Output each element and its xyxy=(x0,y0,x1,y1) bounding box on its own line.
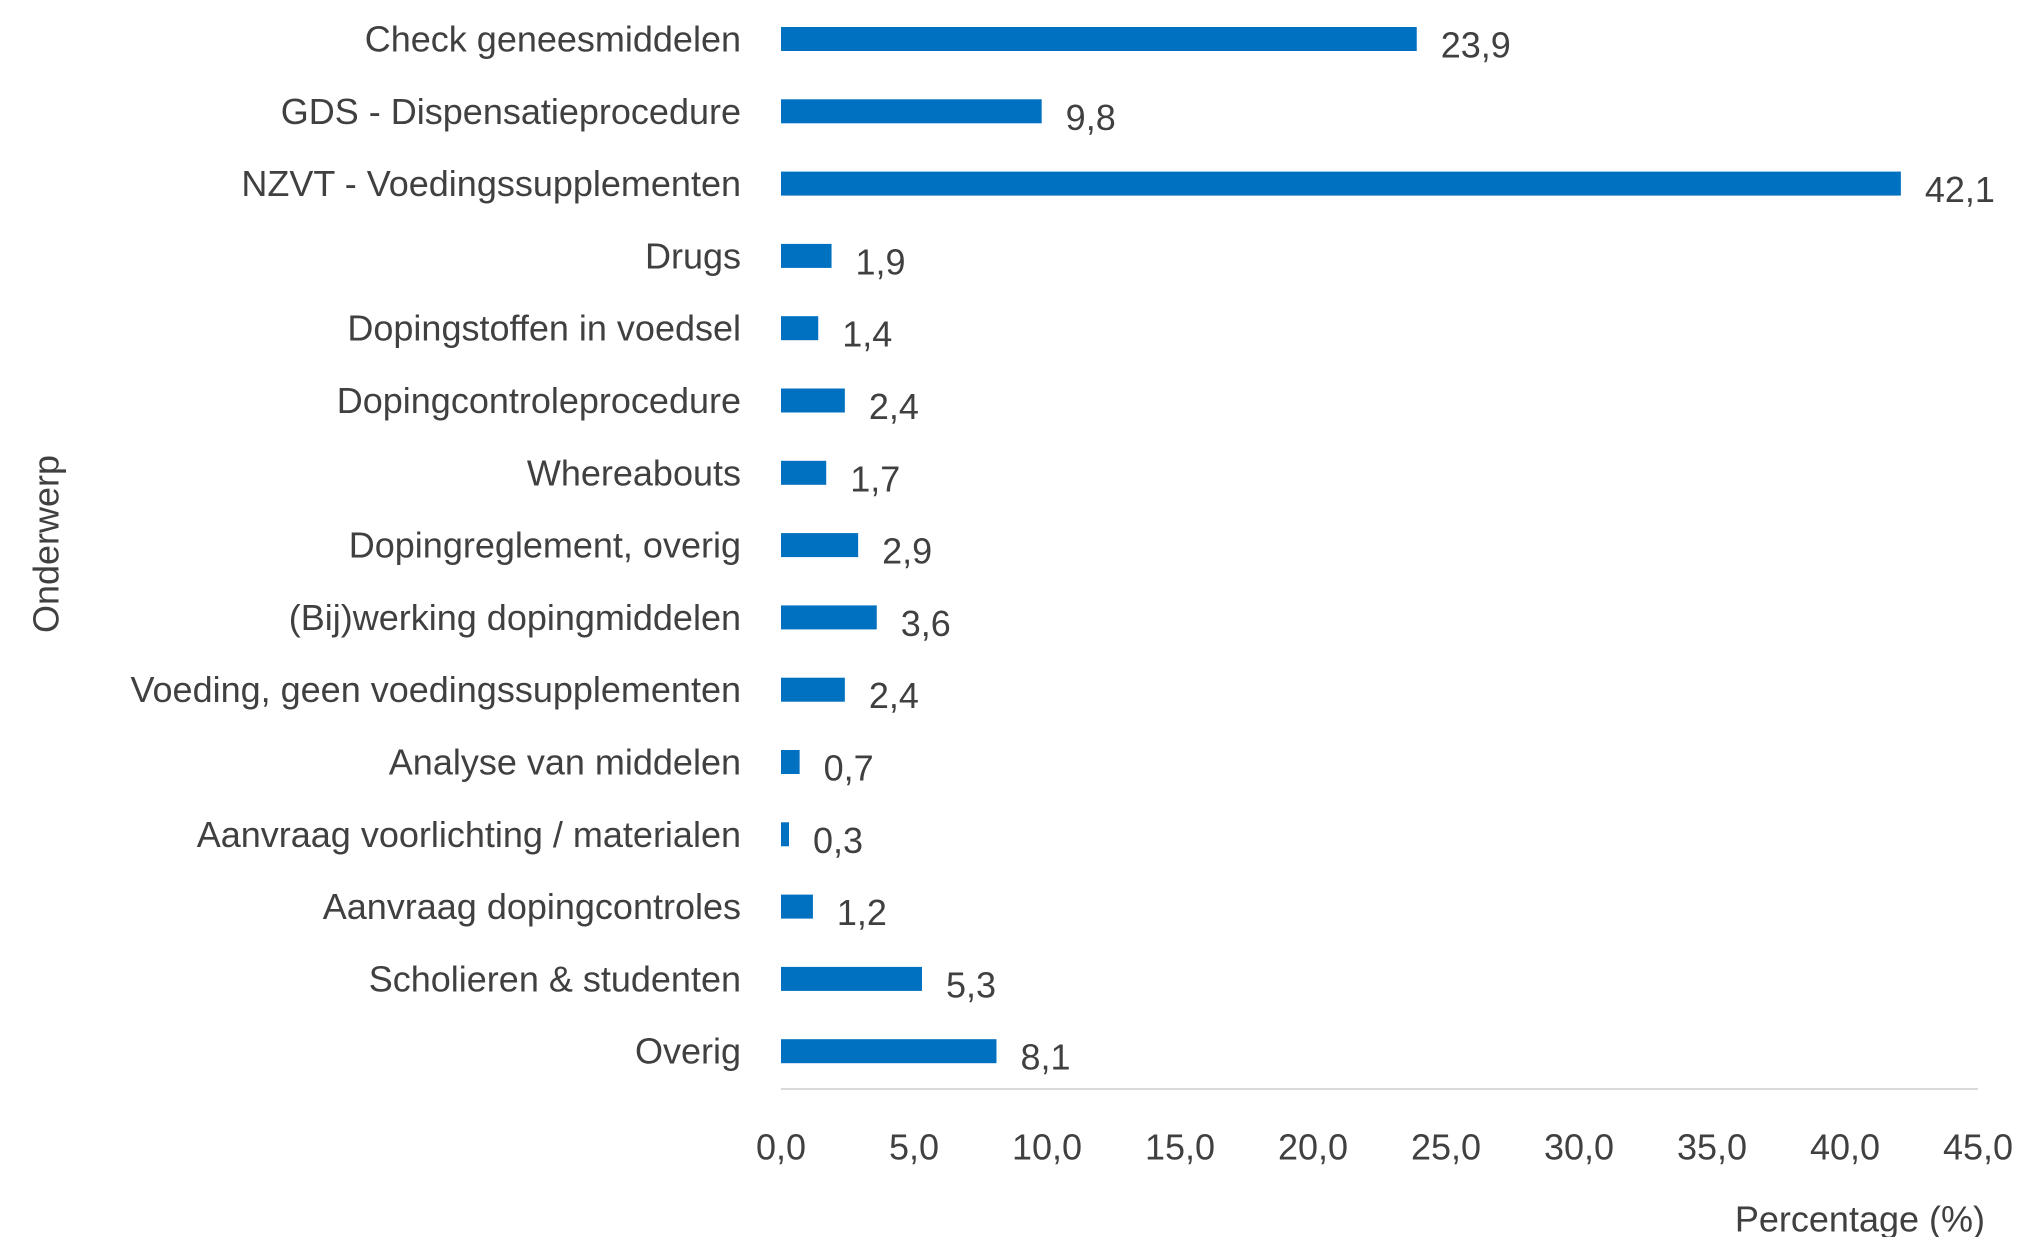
value-label: 2,4 xyxy=(869,386,919,427)
category-label: Dopingreglement, overig xyxy=(349,525,741,566)
value-label: 2,9 xyxy=(882,531,932,572)
bar xyxy=(781,316,819,341)
category-label: Analyse van middelen xyxy=(389,742,741,783)
x-tick-label: 20,0 xyxy=(1278,1127,1348,1168)
category-label: Dopingcontroleprocedure xyxy=(337,380,741,421)
x-tick-labels-group: 0,0 5,0 10,0 15,0 20,0 25,0 30,0 35,0 40,0 45,0 xyxy=(756,1127,2013,1168)
category-labels-group: Check geneesmiddelen GDS - Dispensatiepro… xyxy=(131,19,742,1072)
x-tick-label: 25,0 xyxy=(1411,1127,1481,1168)
bar xyxy=(781,822,789,847)
bar xyxy=(781,966,922,991)
value-label: 42,1 xyxy=(1925,169,1995,210)
category-label: Aanvraag voorlichting / materialen xyxy=(197,814,741,855)
x-tick-label: 40,0 xyxy=(1810,1127,1880,1168)
category-label: Overig xyxy=(635,1031,741,1072)
value-label: 1,2 xyxy=(837,892,887,933)
value-label: 1,4 xyxy=(842,314,892,355)
value-label: 8,1 xyxy=(1020,1037,1070,1078)
x-tick-label: 15,0 xyxy=(1145,1127,1215,1168)
x-tick-label: 35,0 xyxy=(1677,1127,1747,1168)
bar xyxy=(781,99,1042,124)
category-label: Voeding, geen voedingssupplementen xyxy=(131,669,742,710)
x-tick-label: 5,0 xyxy=(889,1127,939,1168)
value-label: 0,7 xyxy=(824,748,874,789)
value-label: 23,9 xyxy=(1441,25,1511,66)
bars-group xyxy=(781,27,1901,1064)
bar xyxy=(781,27,1417,51)
value-label: 9,8 xyxy=(1066,97,1116,138)
category-label: Whereabouts xyxy=(527,452,741,493)
value-label: 2,4 xyxy=(869,675,919,716)
category-label: NZVT - Voedingssupplementen xyxy=(241,163,741,204)
category-label: Dopingstoffen in voedsel xyxy=(347,308,741,349)
value-label: 0,3 xyxy=(813,820,863,861)
category-label: Scholieren & studenten xyxy=(369,958,741,999)
bar xyxy=(781,750,800,774)
bar xyxy=(781,894,813,919)
x-axis-title: Percentage (%) xyxy=(1735,1199,1985,1237)
bar xyxy=(781,388,845,413)
bar xyxy=(781,677,845,702)
category-label: Drugs xyxy=(645,235,741,276)
bar xyxy=(781,533,859,558)
value-label: 1,7 xyxy=(850,458,900,499)
x-tick-label: 0,0 xyxy=(756,1127,806,1168)
bar xyxy=(781,171,1901,196)
x-tick-label: 30,0 xyxy=(1544,1127,1614,1168)
bar xyxy=(781,1039,997,1064)
category-label: GDS - Dispensatieprocedure xyxy=(281,91,741,132)
value-label: 5,3 xyxy=(946,964,996,1005)
bar xyxy=(781,460,827,485)
category-label: (Bij)werking dopingmiddelen xyxy=(289,597,741,638)
y-axis-title: Onderwerp xyxy=(26,455,67,633)
bar xyxy=(781,605,877,630)
x-tick-label: 45,0 xyxy=(1943,1127,2013,1168)
value-label: 1,9 xyxy=(856,241,906,282)
category-label: Aanvraag dopingcontroles xyxy=(323,886,741,927)
value-label: 3,6 xyxy=(901,603,951,644)
bar xyxy=(781,243,832,268)
value-labels-group: 23,9 9,8 42,1 1,9 1,4 2,4 1,7 2,9 3,6 2,4 0,7 0,3 1,… xyxy=(813,25,1995,1078)
x-tick-label: 10,0 xyxy=(1012,1127,1082,1168)
category-label: Check geneesmiddelen xyxy=(365,19,741,60)
